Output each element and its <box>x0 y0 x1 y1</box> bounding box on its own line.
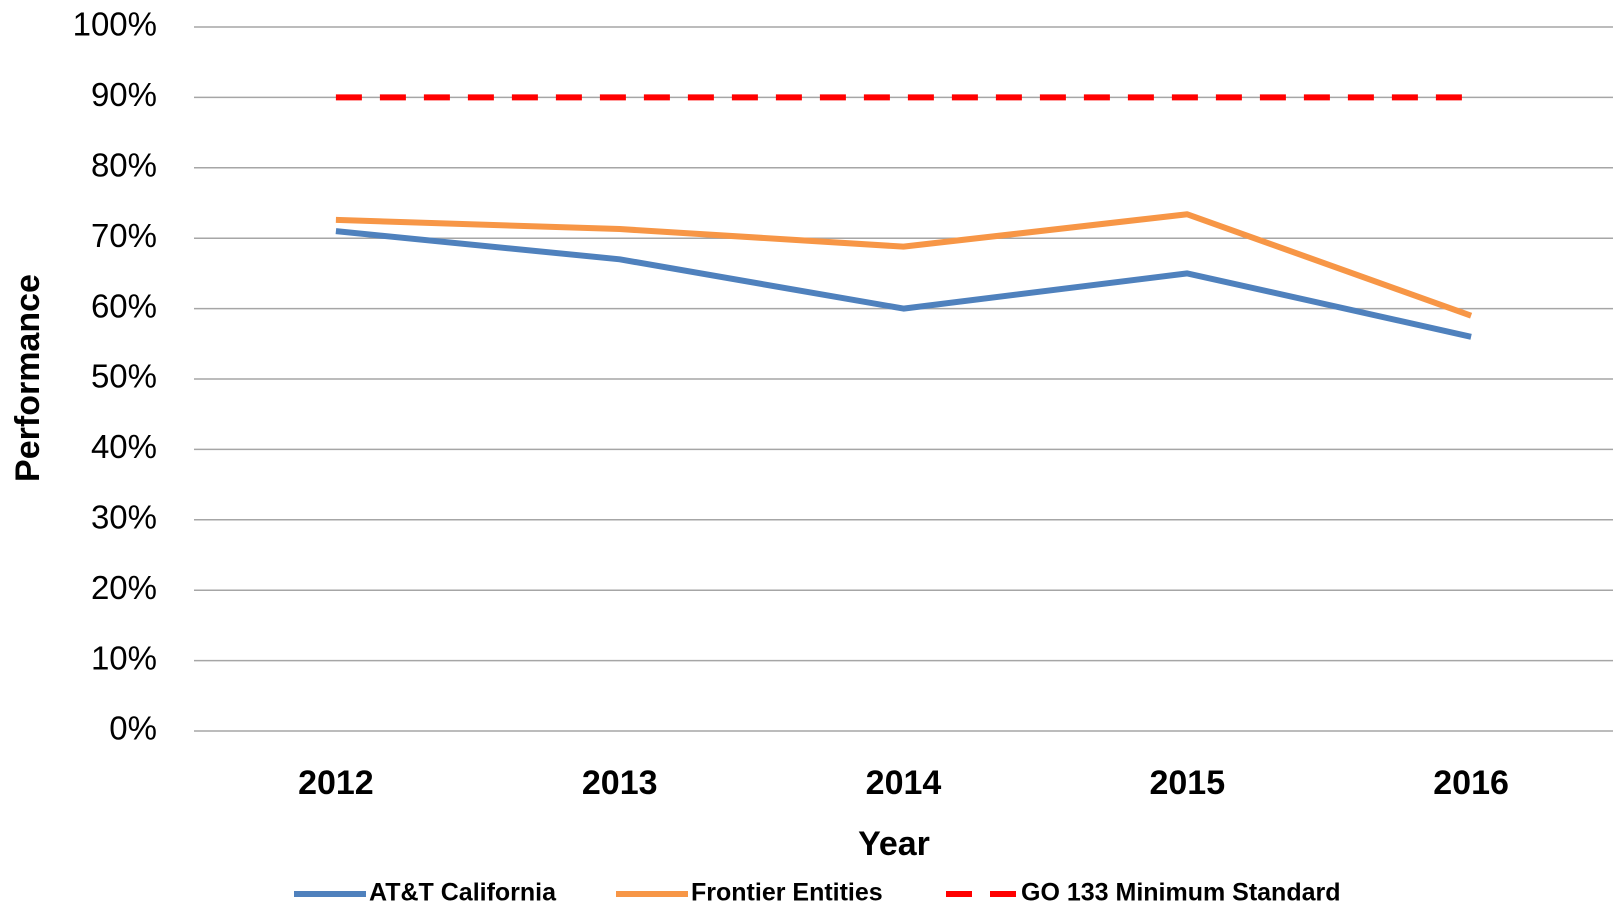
y-tick-label: 60% <box>91 287 157 324</box>
y-tick-label: 30% <box>91 499 157 536</box>
legend-label: GO 133 Minimum Standard <box>1021 879 1341 907</box>
x-tick-label: 2015 <box>1149 764 1225 802</box>
x-axis-title: Year <box>858 825 930 863</box>
series-line <box>335 228 1472 340</box>
y-tick-label: 50% <box>91 358 157 395</box>
y-tick-label: 70% <box>91 217 157 254</box>
y-tick-label: 100% <box>73 6 157 43</box>
y-tick-label: 80% <box>91 147 157 184</box>
x-tick-label: 2014 <box>866 764 942 802</box>
legend-label: AT&T California <box>369 879 557 907</box>
y-tick-label: 0% <box>109 710 157 747</box>
x-tick-label: 2012 <box>298 764 374 802</box>
y-tick-label: 90% <box>91 76 157 113</box>
series-line <box>335 211 1473 319</box>
y-tick-label: 10% <box>91 639 157 676</box>
x-tick-label: 2016 <box>1433 764 1509 802</box>
x-tick-label: 2013 <box>582 764 658 802</box>
legend-label: Frontier Entities <box>691 879 883 907</box>
y-axis-title: Performance <box>9 274 47 482</box>
y-tick-label: 40% <box>91 428 157 465</box>
y-tick-label: 20% <box>91 569 157 606</box>
